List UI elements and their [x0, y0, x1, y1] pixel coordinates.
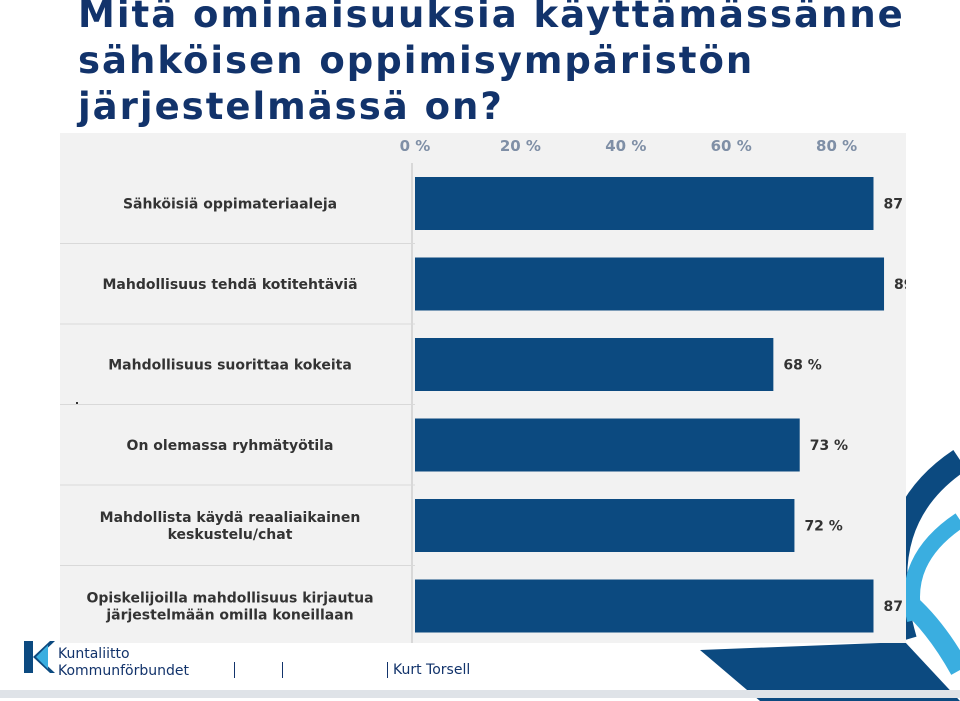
bar [415, 177, 874, 230]
category-label-line: Mahdollista käydä reaaliaikainen [100, 510, 361, 526]
category-label: Mahdollista käydä reaaliaikainen keskuste… [100, 510, 361, 543]
category-label: Opiskelijoilla mahdollisuus kirjautua jär… [86, 591, 373, 624]
category-label-line: Mahdollisuus suorittaa kokeita [108, 358, 352, 374]
category-label-line: Mahdollisuus tehdä kotitehtäviä [102, 277, 357, 293]
swoosh-wave-blue [700, 642, 960, 701]
stray-mark [76, 402, 78, 404]
bar [415, 499, 795, 552]
bar [415, 418, 800, 472]
page-title: Mitä ominaisuuksia käyttämässänne sähköi… [78, 0, 905, 130]
logo-line-1: Kuntaliitto [58, 646, 130, 662]
data-label: 68 % [783, 358, 821, 374]
footer-baseline [0, 690, 960, 698]
category-label-line: Sähköisiä oppimateriaaleja [123, 197, 337, 213]
bar [415, 257, 885, 311]
footer-separator [282, 662, 283, 678]
category-label-line: järjestelmään omilla koneillaan [105, 608, 353, 624]
category-label: Mahdollisuus tehdä kotitehtäviä [102, 277, 357, 293]
kuntaliitto-logo-icon [24, 641, 55, 673]
footer-separator [234, 662, 235, 678]
chart-panel: 0 % 20 % 40 % 60 % 80 % Sähköisiä oppimateria… [60, 133, 906, 643]
data-label: 87 [883, 599, 902, 615]
x-tick-label: 0 % [400, 137, 431, 155]
x-tick-label: 60 % [711, 137, 752, 155]
x-tick-label: 40 % [605, 137, 646, 155]
data-label: 87 [883, 197, 902, 213]
category-label-line: Opiskelijoilla mahdollisuus kirjautua [86, 591, 373, 607]
bar [415, 579, 874, 633]
footer-bar: Kurt Torsell [234, 662, 470, 678]
category-label: Sähköisiä oppimateriaaleja [123, 197, 337, 213]
swoosh-wave-cyan [898, 592, 960, 675]
x-tick-label: 20 % [500, 137, 541, 155]
logo-line-2: Kommunförbundet [58, 663, 189, 679]
data-label: 72 % [804, 519, 842, 535]
title-line-1: Mitä ominaisuuksia käyttämässänne [78, 0, 905, 36]
category-label: Mahdollisuus suorittaa kokeita [108, 358, 352, 374]
x-tick-label: 80 % [816, 137, 857, 155]
footer-separator [387, 662, 388, 678]
bar-chart: 0 % 20 % 40 % 60 % 80 % Sähköisiä oppimateria… [60, 137, 906, 643]
title-line-2: sähköisen oppimisympäristön [78, 39, 755, 82]
title-line-3: järjestelmässä on? [78, 85, 504, 128]
category-label: On olemassa ryhmätyötila [127, 438, 334, 454]
category-label-line: keskustelu/chat [168, 527, 293, 543]
bar [415, 338, 774, 391]
footer-author: Kurt Torsell [393, 662, 471, 678]
logo-text: Kuntaliitto Kommunförbundet [58, 646, 189, 680]
data-label: 73 % [810, 438, 848, 454]
data-label: 89 [894, 277, 906, 293]
category-label-line: On olemassa ryhmätyötila [127, 438, 334, 454]
